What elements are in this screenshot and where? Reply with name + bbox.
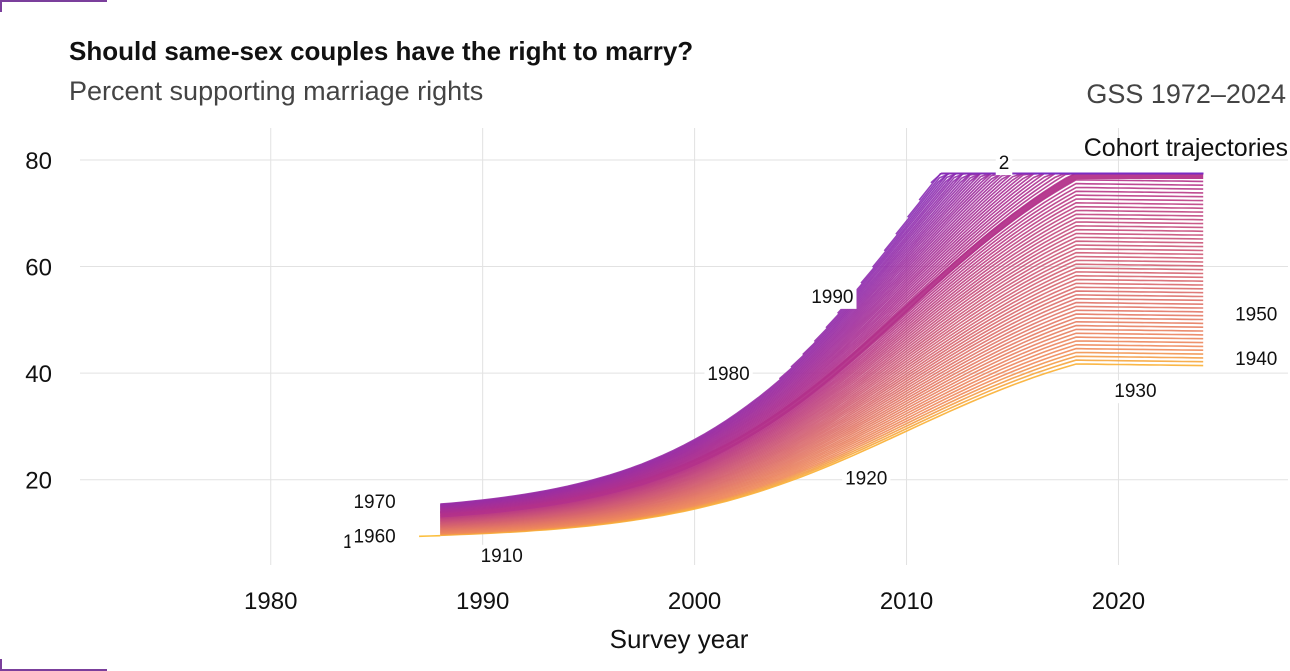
cohort-label-bg [350, 491, 399, 515]
cohort-label: 1980 [707, 364, 749, 385]
cohort-line [419, 534, 441, 538]
cohort-label-bg [477, 544, 526, 568]
chart-annotation: Cohort trajectories [1084, 134, 1288, 162]
x-tick-label: 2020 [1092, 588, 1145, 615]
chart-caption: GSS 1972–2024 [1086, 79, 1286, 109]
chart-subtitle: Percent supporting marriage rights [69, 76, 484, 106]
x-tick-label: 2000 [668, 588, 721, 615]
cohort-label-bg [995, 152, 1013, 176]
chart-title: Should same-sex couples have the right t… [69, 36, 694, 66]
cohort-label-bg [842, 467, 891, 491]
corner-mark-top [0, 0, 107, 12]
cohort-label-bg [1232, 348, 1281, 372]
cohort-label: 1910 [481, 546, 523, 567]
x-tick-label: 1990 [456, 588, 509, 615]
cohort-label-bg [1111, 380, 1160, 404]
cohort-lines [419, 172, 1204, 538]
cohort-label-bg [704, 363, 753, 387]
cohort-label-bg [350, 525, 399, 549]
corner-mark-bottom [0, 659, 107, 671]
cohort-label-bg [808, 285, 857, 309]
cohort-label: 2 [999, 153, 1010, 174]
cohort-labels: 1900191019201930194019501960197019801990… [339, 152, 1281, 568]
x-tick-label: 2010 [880, 588, 933, 615]
y-tick-label: 60 [25, 255, 52, 282]
cohort-label: 1930 [1114, 381, 1156, 402]
y-tick-label: 80 [25, 148, 52, 175]
cohort-label-bg [1232, 303, 1281, 327]
cohort-label: 1990 [811, 287, 853, 308]
cohort-label: 1970 [353, 492, 395, 513]
cohort-label: 1960 [353, 527, 395, 548]
y-tick-label: 40 [25, 361, 52, 388]
cohort-label: 1950 [1235, 304, 1277, 325]
cohort-label: 1940 [1235, 349, 1277, 370]
x-axis-label: Survey year [610, 624, 749, 654]
x-tick-label: 1980 [244, 588, 297, 615]
y-tick-label: 20 [25, 468, 52, 495]
cohort-label: 1920 [845, 469, 887, 490]
